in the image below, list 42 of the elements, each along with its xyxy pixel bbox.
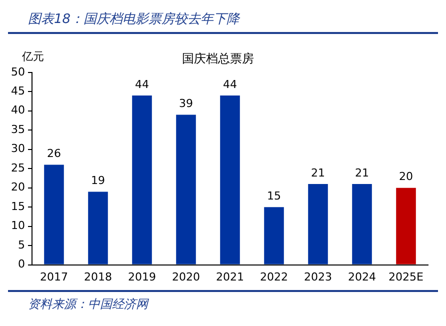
bar bbox=[352, 184, 372, 264]
y-tick-label: 0 bbox=[18, 258, 25, 271]
y-tick-label: 20 bbox=[10, 180, 25, 194]
y-tick-label: 30 bbox=[10, 142, 25, 156]
x-tick-label: 2022 bbox=[260, 270, 288, 284]
data-label: 44 bbox=[223, 78, 237, 91]
y-tick-label: 50 bbox=[10, 65, 25, 78]
data-label: 39 bbox=[179, 97, 193, 110]
data-label: 21 bbox=[355, 166, 369, 180]
x-tick-label: 2020 bbox=[172, 270, 200, 284]
bar bbox=[264, 207, 284, 264]
y-tick-label: 5 bbox=[18, 238, 25, 252]
data-label: 15 bbox=[267, 189, 281, 202]
bar bbox=[220, 95, 240, 264]
bar bbox=[308, 184, 328, 264]
y-tick-label: 15 bbox=[10, 200, 25, 213]
data-label: 26 bbox=[46, 147, 61, 160]
y-tick-label: 35 bbox=[10, 122, 25, 136]
text: 资料来源：中国经济网 bbox=[8, 290, 438, 313]
bar bbox=[132, 95, 152, 264]
x-tick-label: 2018 bbox=[84, 270, 112, 284]
chart-title: 图表18：国庆档电影票房较去年下降 bbox=[8, 8, 438, 34]
x-tick-label: 2025E bbox=[388, 270, 424, 284]
y-tick-label: 45 bbox=[10, 84, 25, 98]
bar bbox=[88, 192, 108, 264]
bar bbox=[176, 114, 196, 264]
bar bbox=[396, 188, 416, 264]
data-label: 21 bbox=[311, 166, 325, 180]
data-label: 44 bbox=[135, 78, 149, 91]
x-tick-label: 2017 bbox=[40, 270, 68, 284]
bar bbox=[44, 164, 64, 264]
y-tick-label: 40 bbox=[10, 104, 25, 117]
y-axis-title: 亿元 bbox=[21, 50, 44, 63]
x-tick-label: 2019 bbox=[128, 270, 156, 284]
x-tick-label: 2024 bbox=[348, 270, 376, 284]
y-tick-label: 10 bbox=[10, 219, 25, 232]
y-tick-label: 25 bbox=[10, 161, 25, 174]
x-tick-label: 2021 bbox=[216, 270, 244, 284]
chart-subtitle: 国庆档总票房 bbox=[182, 51, 254, 66]
data-label: 19 bbox=[91, 174, 105, 188]
data-label: 20 bbox=[399, 170, 413, 184]
x-tick-label: 2023 bbox=[304, 270, 332, 284]
